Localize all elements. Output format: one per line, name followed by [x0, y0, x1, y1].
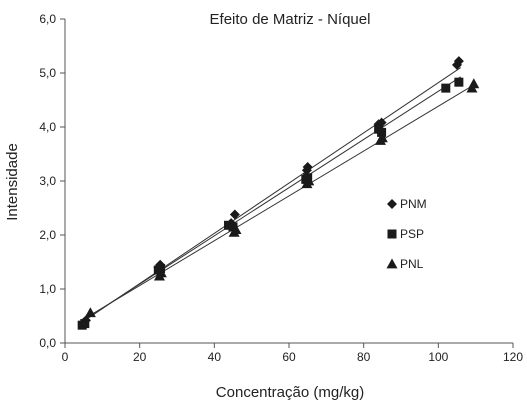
- legend-label-pnm: PNM: [400, 197, 427, 211]
- y-tick-label: 5,0: [39, 66, 56, 80]
- trendline-pnm: [81, 67, 462, 323]
- point-pnm: [453, 56, 464, 67]
- point-pnl: [468, 78, 480, 89]
- y-axis-label: Intensidade: [4, 143, 21, 221]
- point-psp: [80, 319, 90, 329]
- x-tick-label: 60: [282, 350, 296, 364]
- trendline-pnl: [81, 83, 476, 321]
- y-tick-label: 4,0: [39, 120, 56, 134]
- point-pnl: [84, 307, 96, 318]
- point-psp: [156, 263, 166, 273]
- x-tick-label: 80: [357, 350, 371, 364]
- point-pnm: [302, 161, 313, 172]
- x-tick-label: 120: [503, 350, 523, 364]
- trendlines: [81, 67, 476, 323]
- x-tick-label: 20: [133, 350, 147, 364]
- legend-label-psp: PSP: [400, 227, 424, 241]
- point-psp: [454, 77, 464, 87]
- x-tick-label: 0: [62, 350, 69, 364]
- x-tick-label: 40: [208, 350, 222, 364]
- y-tick-label: 3,0: [39, 174, 56, 188]
- point-pnl: [230, 224, 242, 234]
- y-tick-label: 1,0: [39, 282, 56, 296]
- legend-marker-psp: [387, 229, 397, 239]
- point-pnm: [229, 209, 240, 220]
- point-pnl: [376, 132, 388, 143]
- x-tick-label: 100: [428, 350, 448, 364]
- y-tick-label: 0,0: [39, 336, 56, 350]
- legend: PNM PSP PNL: [386, 197, 427, 271]
- data-markers: [77, 56, 480, 330]
- axes: 0,0 1,0 2,0 3,0 4,0 5,0 6,0 0 20 40 60 80 100 120: [39, 12, 523, 364]
- legend-marker-pnl: [386, 258, 398, 269]
- point-pnl: [303, 175, 315, 186]
- legend-label-pnl: PNL: [400, 257, 424, 271]
- chart-title: Efeito de Matriz - Níquel: [210, 11, 371, 28]
- trendline-psp: [81, 76, 462, 322]
- x-axis-label: Concentração (mg/kg): [216, 384, 364, 401]
- point-psp: [228, 222, 238, 232]
- point-psp: [441, 83, 451, 93]
- y-tick-label: 6,0: [39, 12, 56, 26]
- point-pnl: [155, 267, 167, 278]
- point-psp: [377, 127, 387, 137]
- y-tick-label: 2,0: [39, 228, 56, 242]
- legend-marker-pnm: [387, 199, 397, 209]
